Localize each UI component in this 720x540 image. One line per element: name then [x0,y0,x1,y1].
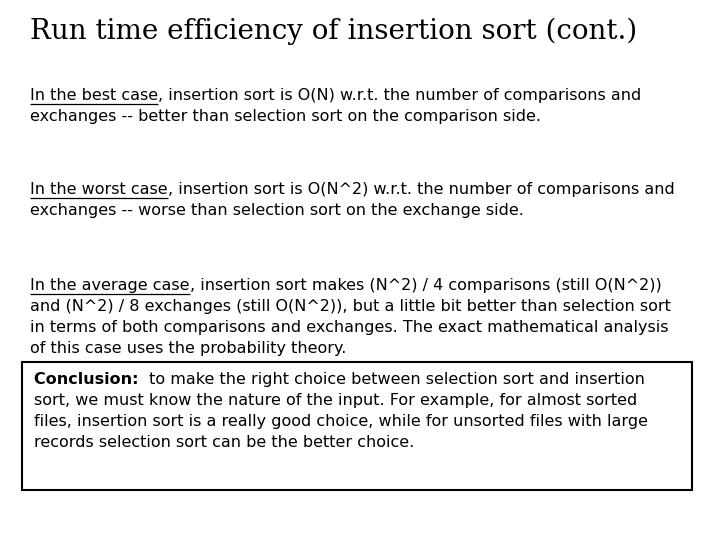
Text: , insertion sort makes (N^2) / 4 comparisons (still O(N^2)): , insertion sort makes (N^2) / 4 compari… [189,278,661,293]
Text: sort, we must know the nature of the input. For example, for almost sorted: sort, we must know the nature of the inp… [34,393,637,408]
Text: In the worst case: In the worst case [30,182,168,197]
Text: to make the right choice between selection sort and insertion: to make the right choice between selecti… [144,372,645,387]
FancyBboxPatch shape [22,362,692,490]
Text: Run time efficiency of insertion sort (cont.): Run time efficiency of insertion sort (c… [30,18,637,45]
Text: In the best case: In the best case [30,88,158,103]
Text: records selection sort can be the better choice.: records selection sort can be the better… [34,435,414,450]
Text: , insertion sort is O(N^2) w.r.t. the number of comparisons and: , insertion sort is O(N^2) w.r.t. the nu… [168,182,675,197]
Text: and (N^2) / 8 exchanges (still O(N^2)), but a little bit better than selection s: and (N^2) / 8 exchanges (still O(N^2)), … [30,299,671,314]
Text: in terms of both comparisons and exchanges. The exact mathematical analysis: in terms of both comparisons and exchang… [30,320,668,335]
Text: Conclusion:: Conclusion: [34,372,144,387]
Text: exchanges -- better than selection sort on the comparison side.: exchanges -- better than selection sort … [30,109,541,124]
Text: of this case uses the probability theory.: of this case uses the probability theory… [30,341,346,356]
Text: , insertion sort is O(N) w.r.t. the number of comparisons and: , insertion sort is O(N) w.r.t. the numb… [158,88,642,103]
Text: files, insertion sort is a really good choice, while for unsorted files with lar: files, insertion sort is a really good c… [34,414,648,429]
Text: In the average case: In the average case [30,278,189,293]
Text: exchanges -- worse than selection sort on the exchange side.: exchanges -- worse than selection sort o… [30,203,524,218]
